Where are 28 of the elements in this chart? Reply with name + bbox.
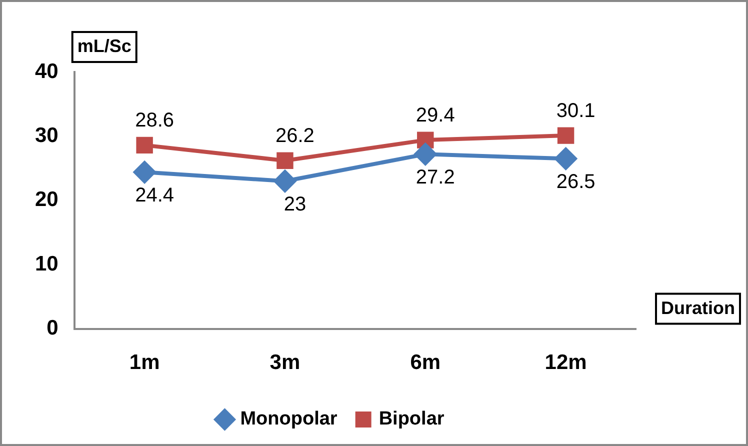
data-label: 30.1 <box>556 100 596 122</box>
point <box>276 152 294 169</box>
data-label: 26.2 <box>276 125 314 148</box>
x-tick-label: 1m <box>129 351 160 374</box>
data-label: 27.2 <box>416 166 455 189</box>
legend-label: Monopolar <box>240 408 338 430</box>
y-tick-label: 10 <box>35 252 58 276</box>
y-tick-label: 30 <box>35 124 58 147</box>
y-tick-label: 20 <box>35 188 58 212</box>
point <box>414 143 436 166</box>
point <box>136 136 153 154</box>
legend-label: Bipolar <box>378 408 445 430</box>
y-tick-label: 40 <box>35 60 58 83</box>
x-tick-label: 3m <box>270 351 300 374</box>
data-label: 23 <box>284 194 306 216</box>
point <box>557 127 574 144</box>
data-label: 29.4 <box>416 104 455 127</box>
data-label: 26.5 <box>556 171 596 194</box>
x-tick-label: 6m <box>410 351 441 374</box>
x-tick-label: 12m <box>544 351 587 374</box>
data-label: 24.4 <box>135 184 174 207</box>
data-label: 28.6 <box>135 110 174 132</box>
x-axis-title: Duration <box>661 298 736 318</box>
y-axis-title: mL/Sc <box>77 36 132 56</box>
point <box>134 161 156 184</box>
y-tick-label: 0 <box>46 316 58 340</box>
point <box>274 170 296 192</box>
point <box>554 148 577 170</box>
